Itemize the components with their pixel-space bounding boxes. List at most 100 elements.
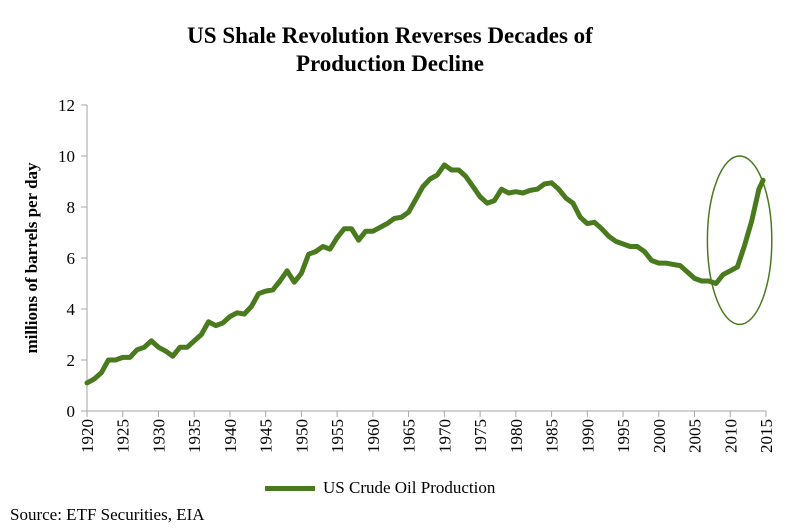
data-point [442,163,446,167]
chart-title: US Shale Revolution Reverses Decades of … [0,22,780,78]
x-tick-label: 1980 [507,419,526,453]
data-point [528,188,532,192]
data-point [242,312,246,316]
data-point [307,252,311,256]
data-point [350,227,353,231]
axes-layer: 0 2 4 6 8 10 12 1920 1925 1930 1935 1940 1945 1950 195… [58,96,776,453]
data-point [521,191,525,195]
data-point [292,280,296,284]
data-point [500,187,503,191]
data-point [728,269,732,273]
data-point [535,187,539,191]
x-tick-label: 1945 [257,419,276,453]
data-point [264,289,268,293]
highlight-ellipse [706,155,773,326]
data-point [171,354,175,358]
data-point [664,261,668,265]
data-point [328,247,332,251]
data-point [743,243,747,247]
x-tick-label: 1940 [221,419,240,453]
data-point [635,245,639,248]
data-point [514,190,518,194]
x-tick-label: 1950 [292,419,311,453]
data-point [342,227,346,231]
data-point [478,195,482,199]
data-point [678,264,682,268]
data-point [157,345,160,349]
data-point [278,279,282,283]
data-point [693,276,696,280]
x-tick-label: 1970 [435,419,454,453]
legend-label: US Crude Oil Production [323,478,496,497]
data-point [571,201,575,205]
data-point [414,197,418,201]
data-point [578,215,582,219]
data-point [657,261,661,265]
data-point [364,229,368,233]
data-point [542,182,546,186]
data-point [492,199,496,203]
legend-swatch [265,485,315,491]
x-tick-label: 2015 [757,419,776,453]
data-point [550,181,554,185]
x-tick-label: 1975 [471,419,490,453]
x-tick-label: 1960 [364,419,383,453]
chart-title-line-1: US Shale Revolution Reverses Decades of [187,23,593,48]
data-point [614,239,618,243]
y-tick-label: 0 [67,402,76,421]
data-point [178,345,182,349]
data-point [585,222,589,226]
data-point [221,321,225,325]
chart-title-line-2: Production Decline [295,51,485,76]
data-point [314,250,318,254]
data-point [435,173,439,177]
data-point [685,270,689,274]
data-point [192,339,196,343]
data-point [392,217,396,220]
x-tick-label: 1925 [114,419,133,453]
data-point [507,191,511,195]
data-point [464,174,468,178]
data-point [121,355,125,359]
data-point [335,236,339,240]
data-point [671,262,675,266]
data-point [643,250,646,254]
x-tick-label: 1965 [400,419,419,453]
data-point [128,355,132,359]
annotation-layer [706,155,773,326]
data-point [257,292,260,296]
x-tick-label: 1920 [78,419,97,453]
series-layer [84,162,766,386]
data-point [621,242,625,246]
data-point [228,315,232,319]
y-tick-label: 2 [67,351,76,370]
data-point [85,381,89,385]
data-point [357,238,361,242]
data-point [407,210,411,214]
data-point [214,324,218,328]
data-point [235,311,239,315]
y-tick-label: 12 [58,96,75,115]
x-tick-label: 1990 [578,419,597,453]
x-tick-label: 1930 [149,419,168,453]
data-point [371,229,375,233]
data-point [421,185,425,189]
x-tick-label: 2005 [686,419,705,453]
x-tick-label: 1955 [328,419,347,453]
x-tick-label: 1995 [614,419,633,453]
data-point [650,259,654,262]
data-point [299,271,303,275]
data-point [164,349,168,353]
y-tick-label: 10 [58,147,75,166]
data-point [249,305,253,308]
data-point [378,225,382,229]
data-point [114,358,118,362]
data-point [457,168,461,172]
data-point [607,234,611,238]
data-point [199,333,203,336]
data-point [149,339,153,343]
x-tick-label: 1985 [543,419,562,453]
data-point [557,187,561,191]
data-point [400,215,403,219]
x-tick-label: 1935 [185,419,204,453]
